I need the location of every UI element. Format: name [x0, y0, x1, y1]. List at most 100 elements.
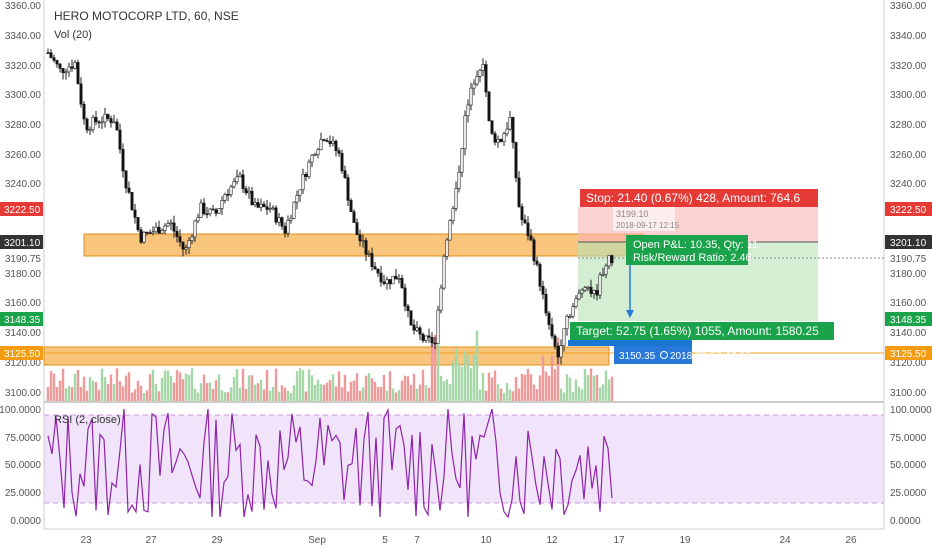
time-tick: 17: [613, 535, 625, 546]
tick: 0.0000: [890, 516, 921, 527]
open-pnl-text: Open P&L: 10.35, Qty: 11: [633, 239, 758, 251]
stop-label[interactable]: Stop: 21.40 (0.67%) 428, Amount: 764.6: [580, 189, 818, 207]
candle-body: [382, 281, 386, 284]
rsi-axis-left[interactable]: 100.0000 75.0000 50.0000 25.0000 0.0000: [0, 405, 41, 527]
tooltip-price: 3199.10: [616, 209, 649, 219]
volume-bar: [100, 368, 104, 401]
volume-bar: [517, 388, 521, 401]
candle-body: [49, 52, 53, 59]
candle-body: [127, 187, 131, 193]
volume-bar: [391, 388, 395, 401]
resistance-zone[interactable]: [83, 233, 645, 257]
target-label[interactable]: Target: 52.75 (1.65%) 1055, Amount: 1580…: [570, 322, 834, 340]
tick: 3280.00: [890, 120, 927, 131]
entry-label[interactable]: 3150.35 2018-09-17 12:15: [614, 346, 751, 364]
candle-body: [172, 222, 176, 232]
volume-bar: [481, 372, 485, 401]
volume-bar: [226, 392, 230, 401]
volume-bar: [334, 386, 338, 401]
volume-bar: [580, 389, 584, 401]
tick: 3360.00: [5, 1, 42, 12]
tick: 100.0000: [0, 405, 41, 416]
candle-body: [259, 203, 263, 208]
volume-bar: [463, 351, 467, 401]
rsi-legend[interactable]: RSI (2, close): [54, 414, 121, 426]
candle-body: [67, 66, 71, 73]
candle-body: [532, 239, 536, 262]
volume-bar: [610, 376, 614, 401]
volume-bar: [370, 378, 374, 401]
candle-body: [319, 139, 323, 150]
pnl-label[interactable]: Open P&L: 10.35, Qty: 11 Risk/Reward Rat…: [626, 235, 758, 265]
volume-bar: [307, 369, 311, 401]
volume-bar: [166, 370, 170, 401]
stop-price-badge: 3222.50: [885, 202, 932, 216]
tick: 3160.00: [5, 298, 42, 309]
candle-body: [490, 120, 494, 134]
volume-bar: [70, 387, 74, 401]
volume-legend[interactable]: Vol (20): [54, 29, 92, 41]
candle-body: [118, 129, 122, 150]
time-axis[interactable]: 23 27 29 Sep 5 7 10 12 17 19 24 26: [80, 535, 857, 546]
volume-bar: [211, 388, 215, 401]
candle-body: [520, 206, 524, 221]
time-tick: 26: [845, 535, 857, 546]
volume-bar: [202, 374, 206, 401]
symbol-title[interactable]: HERO MOTOCORP LTD, 60, NSE: [54, 9, 239, 23]
tick: 3160.00: [890, 298, 927, 309]
candle-body: [133, 209, 137, 218]
candle-body: [205, 213, 209, 216]
candle-body: [277, 217, 281, 223]
volume-bar: [355, 373, 359, 401]
volume-bar: [190, 368, 194, 401]
volume-bar: [337, 371, 341, 401]
volume-bar: [319, 384, 323, 401]
volume-bar: [232, 377, 236, 401]
partial-label: [568, 340, 692, 346]
candle-body: [46, 52, 50, 54]
rsi-axis[interactable]: 100.0000 75.0000 50.0000 25.0000 0.0000: [890, 405, 932, 527]
candle-body: [418, 327, 422, 335]
price-axis[interactable]: 3360.00 3340.00 3320.00 3300.00 3280.00 …: [890, 1, 927, 399]
candle-body: [184, 247, 188, 250]
entry-time-text: 12:15: [726, 351, 751, 362]
candle-body: [328, 141, 332, 144]
price-axis-left[interactable]: 3360.00 3340.00 3320.00 3300.00 3280.00 …: [5, 1, 42, 399]
badge-text: 3222.50: [890, 205, 927, 216]
candle-body: [412, 324, 416, 331]
candle-body: [439, 287, 443, 311]
volume-bar: [424, 385, 428, 401]
candle-body: [580, 289, 584, 294]
candle-body: [574, 298, 578, 307]
candle-body: [223, 194, 227, 201]
time-tick: 5: [382, 535, 388, 546]
candle-body: [289, 218, 293, 221]
volume-bar: [253, 384, 257, 401]
tick: 3320.00: [5, 61, 42, 72]
support-zone[interactable]: [43, 346, 610, 366]
volume-bar: [379, 386, 383, 401]
target-text: Target: 52.75 (1.65%) 1055, Amount: 1580…: [576, 324, 819, 338]
candle-body: [559, 345, 563, 358]
candle-body: [226, 194, 230, 196]
candle-body: [268, 208, 272, 210]
volume-bar: [214, 380, 218, 401]
candle-body: [376, 268, 380, 274]
candle-body: [496, 138, 500, 143]
candle-body: [100, 121, 104, 124]
candle-body: [436, 309, 440, 344]
volume-bar: [124, 375, 128, 401]
support-price-badge-left: 3125.50: [0, 346, 43, 360]
candle-body: [220, 200, 224, 209]
candle-body: [343, 170, 347, 178]
candle-body: [79, 83, 83, 105]
candle-body: [55, 60, 59, 65]
volume-bar: [121, 386, 125, 401]
volume-bar: [148, 374, 152, 401]
volume-bar: [457, 362, 461, 401]
volume-bar: [466, 355, 470, 401]
volume-bar: [259, 379, 263, 401]
candle-body: [316, 149, 320, 155]
candle-body: [148, 232, 152, 234]
